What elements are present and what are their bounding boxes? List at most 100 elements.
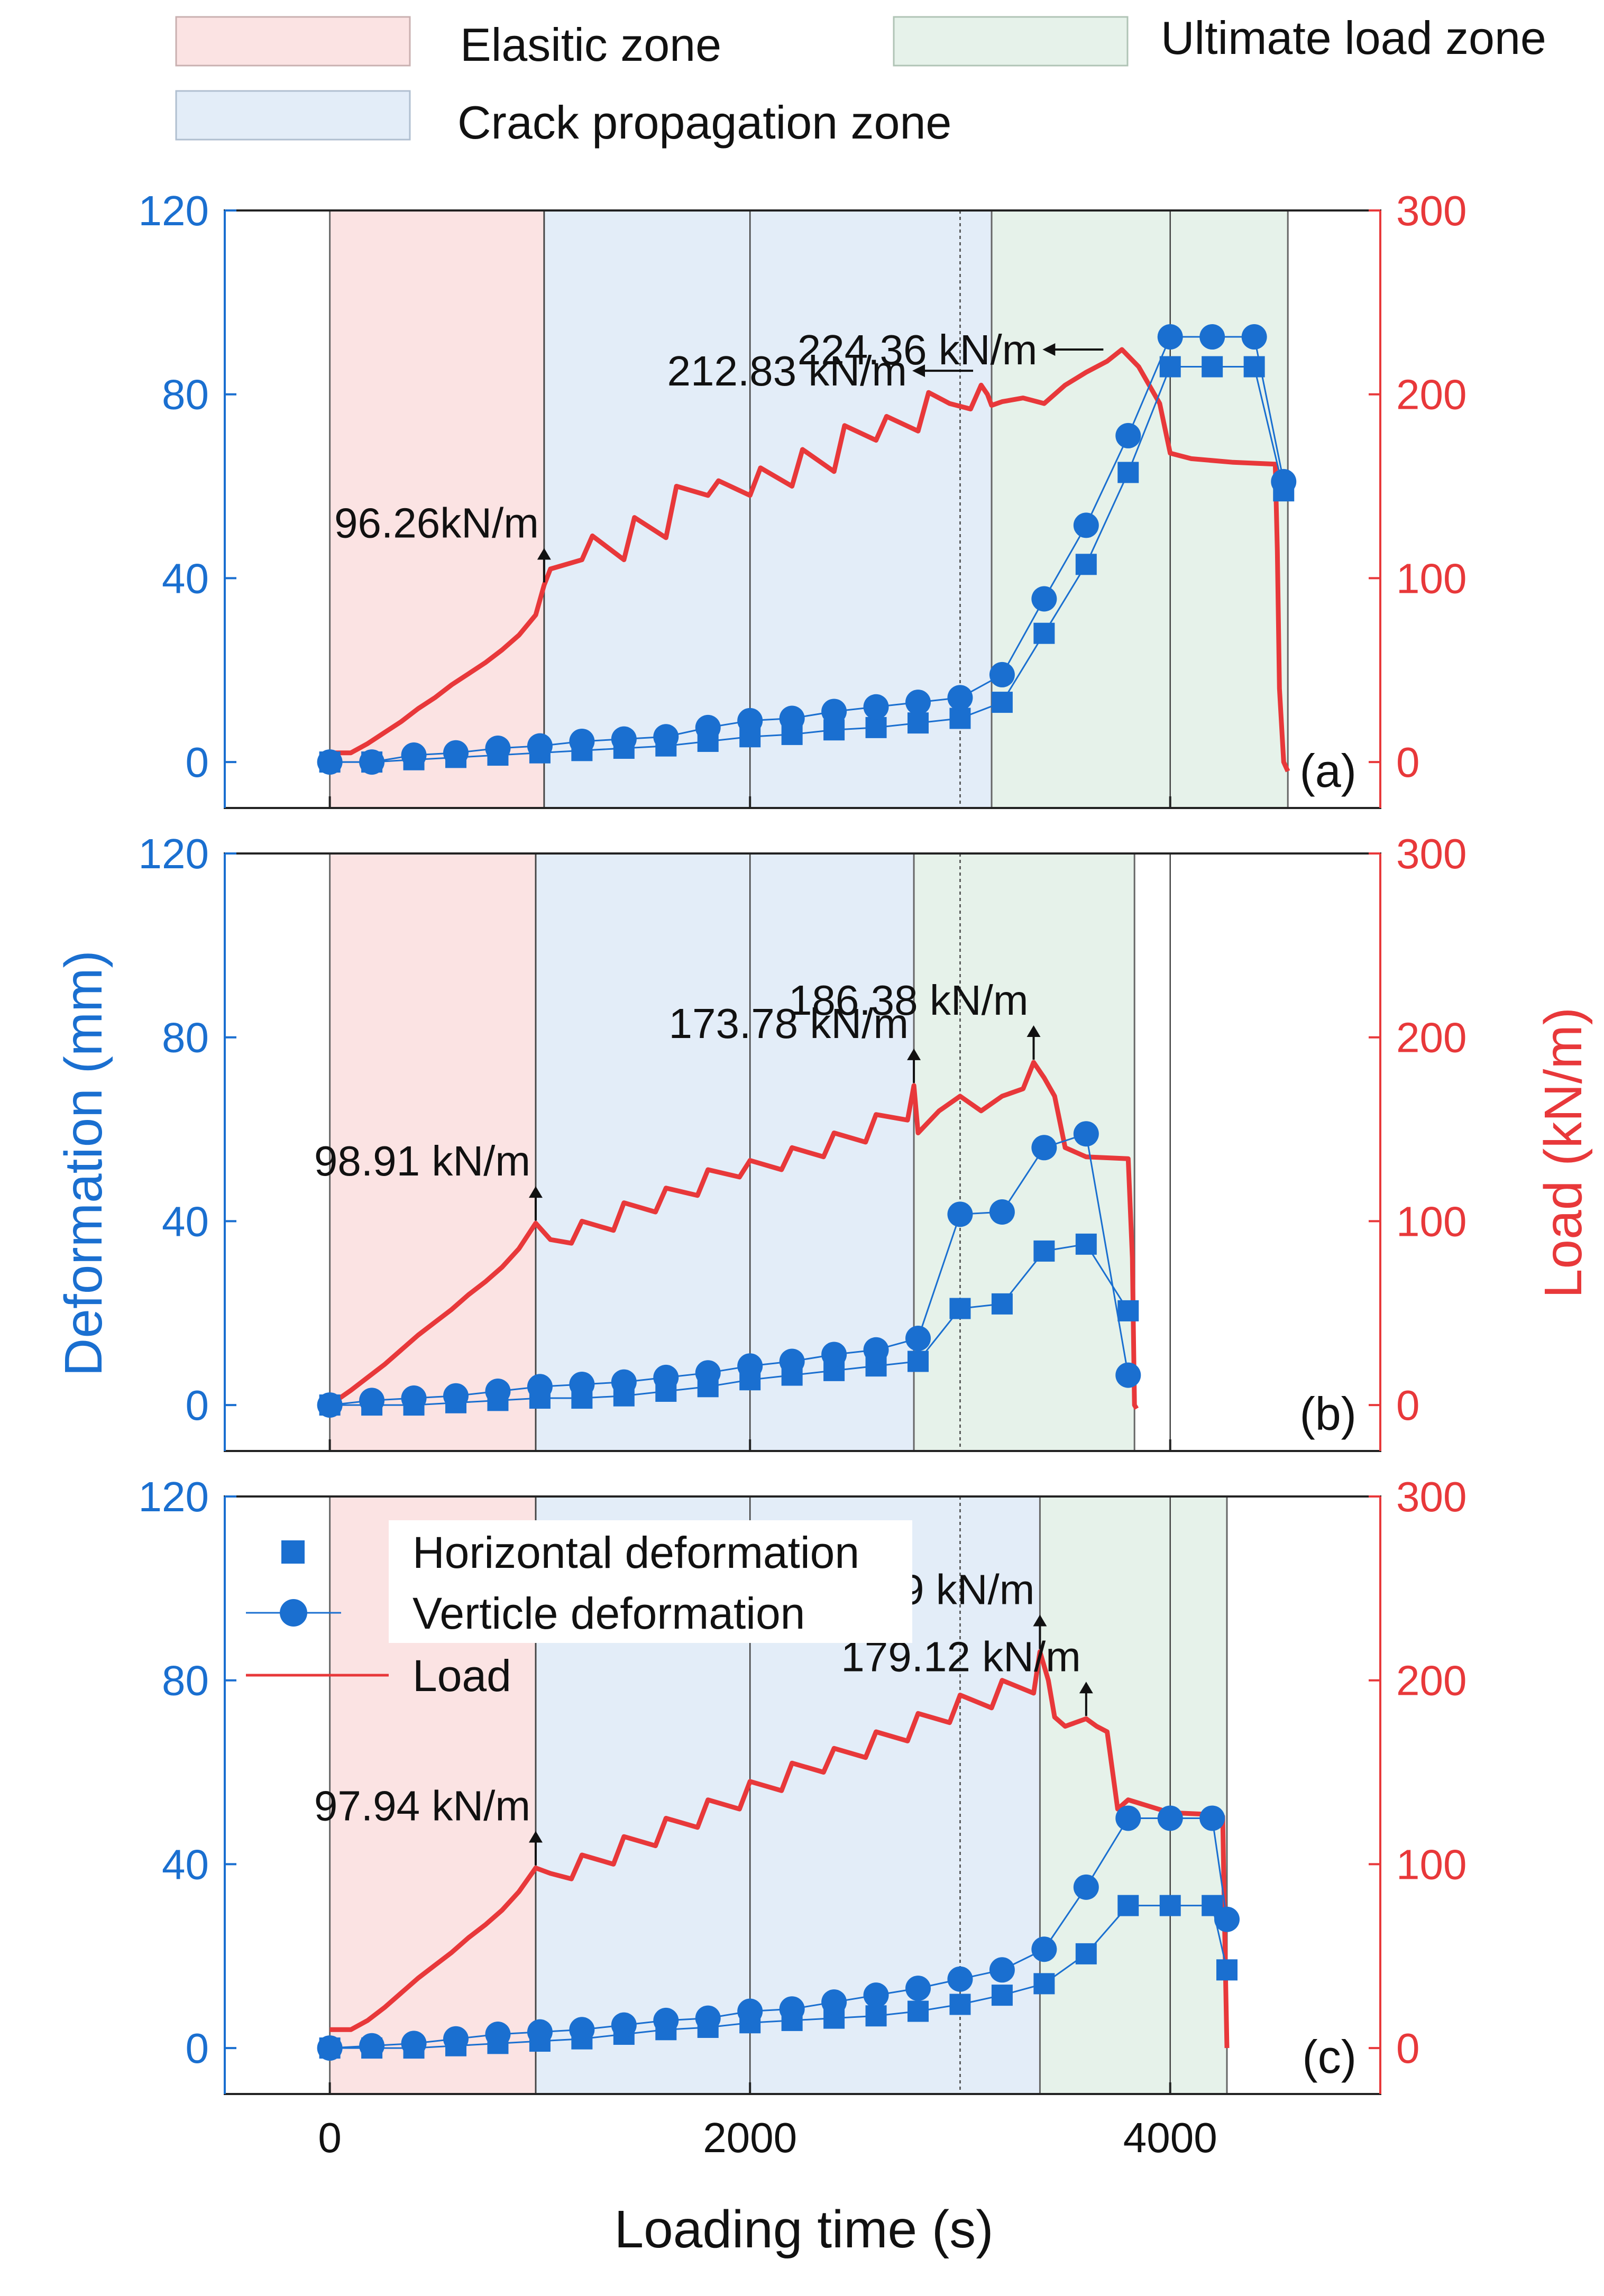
annotation-arrowhead — [528, 1186, 543, 1198]
annotation-arrowhead — [537, 548, 551, 560]
vertical-point — [821, 1989, 847, 2015]
annotation-label: 186.38 kN/m — [789, 977, 1029, 1024]
vertical-point — [989, 1957, 1015, 1983]
zone-elastic — [329, 210, 544, 808]
horizontal-point — [991, 1985, 1013, 2006]
horizontal-point — [865, 717, 887, 738]
horizontal-point — [949, 1298, 971, 1319]
annotation-label: 97.94 kN/m — [314, 1783, 530, 1830]
vertical-point — [1241, 324, 1267, 350]
legend-marker-vertical — [280, 1599, 307, 1627]
annotation-arrowhead — [912, 364, 925, 378]
vertical-point — [527, 1374, 553, 1400]
right-tick-label: 100 — [1396, 1841, 1466, 1888]
horizontal-point — [991, 692, 1013, 713]
vertical-point — [527, 2019, 553, 2045]
horizontal-point — [949, 1994, 971, 2015]
zone-ultimate — [914, 853, 1135, 1451]
left-tick-label: 40 — [162, 555, 209, 602]
horizontal-point — [1117, 1895, 1139, 1916]
vertical-point — [1073, 512, 1099, 538]
vertical-point — [863, 694, 889, 720]
vertical-point — [821, 1342, 847, 1367]
right-tick-label: 300 — [1396, 1473, 1466, 1520]
vertical-point — [1115, 1362, 1141, 1388]
horizontal-point — [908, 1351, 929, 1372]
left-tick-label: 120 — [139, 1473, 209, 1520]
vertical-point — [1073, 1121, 1099, 1147]
zone-ultimate — [992, 210, 1288, 808]
legend-label-ultimate: Ultimate load zone — [1161, 12, 1546, 64]
vertical-point — [779, 705, 805, 731]
vertical-point — [905, 1326, 931, 1352]
left-tick-label: 80 — [162, 371, 209, 418]
annotation-arrowhead — [1079, 1682, 1093, 1694]
vertical-point — [611, 1369, 637, 1395]
legend-swatch-ultimate — [893, 16, 1129, 67]
legend-label-elastic: Elasitic zone — [460, 19, 721, 71]
x-tick-label: 0 — [318, 2114, 342, 2161]
vertical-point — [443, 2026, 469, 2052]
left-tick-label: 40 — [162, 1198, 209, 1245]
vertical-point — [695, 714, 721, 740]
vertical-point — [1157, 324, 1183, 350]
vertical-point — [779, 1348, 805, 1374]
annotation-arrowhead — [528, 1831, 543, 1843]
vertical-point — [1199, 324, 1225, 350]
vertical-point — [821, 699, 847, 724]
horizontal-point — [865, 2005, 887, 2027]
left-tick-label: 120 — [139, 187, 209, 234]
x-tick-label: 4000 — [1123, 2114, 1217, 2161]
vertical-point — [485, 736, 511, 761]
panel-label: (a) — [1299, 745, 1356, 797]
right-tick-label: 200 — [1396, 1657, 1466, 1704]
load-line — [329, 347, 1290, 773]
right-tick-label: 0 — [1396, 1382, 1420, 1429]
annotation-arrowhead — [1042, 343, 1056, 356]
legend-background — [389, 1520, 912, 1643]
horizontal-point — [1243, 356, 1265, 378]
left-tick-label: 80 — [162, 1014, 209, 1061]
vertical-point — [401, 1385, 427, 1411]
annotation-arrowhead — [907, 1048, 921, 1060]
annotation-label: 224.36 kN/m — [798, 326, 1038, 373]
vertical-point — [569, 1371, 595, 1397]
right-tick-label: 300 — [1396, 187, 1466, 234]
vertical-point — [905, 690, 931, 715]
horizontal-point — [1033, 1240, 1055, 1262]
vertical-point — [1214, 1906, 1240, 1932]
horizontal-point — [1033, 622, 1055, 644]
vertical-point — [1031, 1135, 1057, 1161]
panel-label: (c) — [1302, 2031, 1356, 2083]
right-tick-label: 100 — [1396, 555, 1466, 602]
vertical-point — [695, 1360, 721, 1386]
vertical-point — [695, 2005, 721, 2031]
vertical-point — [947, 1201, 973, 1227]
left-tick-label: 120 — [139, 830, 209, 877]
right-tick-label: 100 — [1396, 1198, 1466, 1245]
vertical-point — [317, 2035, 343, 2061]
zone-crack — [535, 853, 914, 1451]
vertical-point — [359, 1388, 385, 1413]
x-axis-title: Loading time (s) — [615, 2200, 994, 2259]
series-legend: Horizontal deformation Verticle deformati… — [246, 1520, 912, 1701]
zone-ultimate — [1040, 1496, 1227, 2094]
vertical-point — [569, 2017, 595, 2043]
zone-elastic — [329, 853, 536, 1451]
vertical-point — [653, 2007, 679, 2033]
vertical-point — [401, 742, 427, 768]
horizontal-point — [1117, 1300, 1139, 1321]
horizontal-point — [1159, 1895, 1181, 1916]
right-tick-label: 300 — [1396, 830, 1466, 877]
vertical-point — [1115, 423, 1141, 448]
horizontal-point — [1202, 356, 1223, 378]
annotation-label: 212.83 kN/m — [667, 347, 907, 394]
left-tick-label: 80 — [162, 1657, 209, 1704]
vertical-point — [1115, 1805, 1141, 1831]
panel-label: (b) — [1299, 1388, 1356, 1440]
vertical-point — [653, 724, 679, 750]
legend-swatch-elastic — [175, 16, 411, 67]
vertical-point — [401, 2031, 427, 2056]
